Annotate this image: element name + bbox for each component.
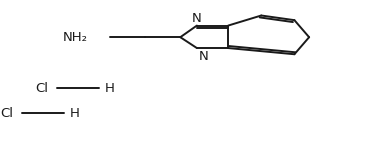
- Text: N: N: [192, 12, 202, 25]
- Text: N: N: [199, 50, 208, 63]
- Text: NH₂: NH₂: [63, 31, 88, 44]
- Text: H: H: [105, 82, 115, 95]
- Text: Cl: Cl: [0, 107, 13, 120]
- Text: Cl: Cl: [35, 82, 48, 95]
- Text: H: H: [70, 107, 80, 120]
